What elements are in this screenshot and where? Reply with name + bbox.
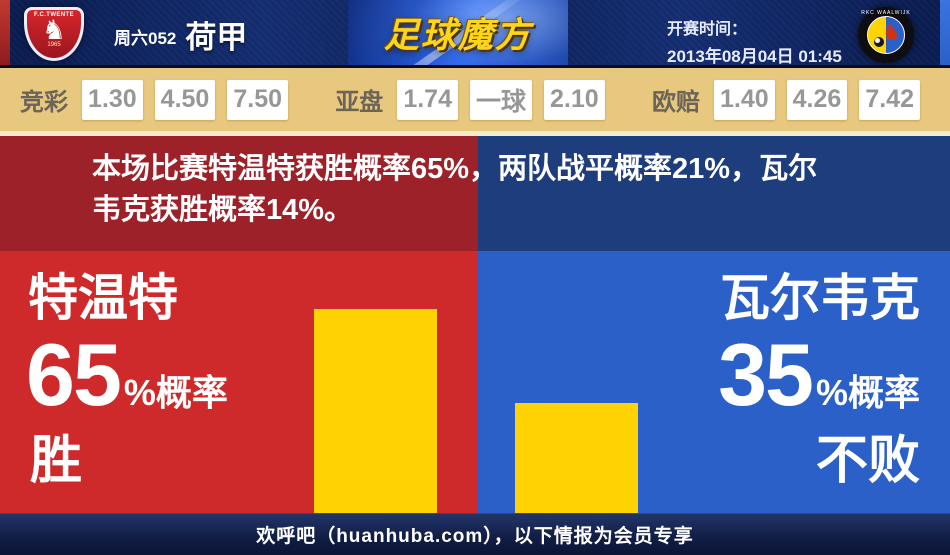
home-logo-text: F.C.TWENTE <box>34 12 74 18</box>
lion-icon: ♞ <box>882 21 901 44</box>
rkc-crest-icon: RKC WAALWIJK ♞ <box>858 7 914 63</box>
summary-blue-half <box>478 136 950 251</box>
probability-chart: 特温特 65 %概率 胜 瓦尔韦克 35 %概率 不败 <box>0 251 950 513</box>
footer-text[interactable]: 欢呼吧（huanhuba.com），以下情报为会员专享 <box>256 526 694 547</box>
home-probability-suffix: %概率 <box>123 371 228 413</box>
away-probability-suffix: %概率 <box>815 371 920 413</box>
summary-red-half <box>0 136 478 251</box>
twente-shield-icon: F.C.TWENTE ♞ 1965 <box>24 7 84 61</box>
home-color-strip <box>0 0 10 65</box>
odds-value-box: 7.50 <box>227 79 289 120</box>
match-info: 周六052 荷甲 <box>114 0 247 65</box>
kickoff-time-block: 开赛时间： 2013年08月04日 01:45 <box>667 15 842 67</box>
away-team-logo: RKC WAALWIJK ♞ <box>858 7 914 63</box>
site-logo-panel: 足球魔方 <box>348 0 568 65</box>
home-prob-bar <box>314 309 437 513</box>
divider-line <box>0 131 950 136</box>
away-outcome-label: 不败 <box>815 432 920 490</box>
site-logo[interactable]: 足球魔方 <box>383 16 532 55</box>
home-probability-value: 65 <box>26 325 122 424</box>
football-icon <box>874 37 884 47</box>
away-probability-value: 35 <box>718 325 814 424</box>
home-probability: 65 %概率 <box>26 325 228 424</box>
match-code: 周六052 <box>114 29 177 48</box>
away-color-strip <box>940 0 950 65</box>
away-logo-ring-text: RKC WAALWIJK <box>861 10 911 16</box>
odds-group-label: 竞彩 <box>20 89 68 116</box>
rkc-crest-inner: ♞ <box>867 16 905 54</box>
kickoff-datetime: 2013年08月04日 01:45 <box>667 47 842 66</box>
horse-icon: ♞ <box>41 15 67 45</box>
away-team-name: 瓦尔韦克 <box>720 270 920 326</box>
home-team-name: 特温特 <box>28 270 178 326</box>
home-outcome-label: 胜 <box>30 432 83 490</box>
summary-text: 本场比赛特温特获胜概率65%，两队战平概率21%，瓦尔 韦克获胜概率14%。 <box>0 149 950 231</box>
home-team-logo: F.C.TWENTE ♞ 1965 <box>24 7 84 61</box>
kickoff-label: 开赛时间： <box>667 21 748 38</box>
odds-value-box: 4.26 <box>786 79 848 120</box>
odds-bar: 竞彩 1.30 4.50 7.50 亚盘 1.74 一球 2.10 欧赔 1.4… <box>0 68 950 131</box>
match-header: F.C.TWENTE ♞ 1965 周六052 荷甲 足球魔方 开赛时间： 20… <box>0 0 950 68</box>
odds-group-label: 亚盘 <box>335 89 384 116</box>
odds-value-box: 4.50 <box>154 79 216 120</box>
odds-value-box: 1.40 <box>713 79 775 120</box>
summary-line-1: 本场比赛特温特获胜概率65%，两队战平概率21%，瓦尔 <box>92 153 818 185</box>
odds-value-box: 7.42 <box>859 79 920 120</box>
prediction-summary: 本场比赛特温特获胜概率65%，两队战平概率21%，瓦尔 韦克获胜概率14%。 <box>0 136 950 251</box>
odds-group-oupei: 欧赔 1.40 4.26 7.42 <box>651 79 920 120</box>
odds-value-box: 2.10 <box>544 79 605 120</box>
odds-group-yapan: 亚盘 1.74 一球 2.10 <box>335 79 605 120</box>
summary-line-2: 韦克获胜概率14%。 <box>92 194 354 226</box>
league-name: 荷甲 <box>185 20 248 55</box>
odds-value-box: 1.30 <box>82 79 143 120</box>
odds-value-box: 一球 <box>469 79 532 120</box>
odds-value-box: 1.74 <box>397 79 458 120</box>
away-probability: 35 %概率 <box>718 325 920 424</box>
odds-group-jingcai: 竞彩 1.30 4.50 7.50 <box>20 79 289 120</box>
home-logo-year: 1965 <box>47 42 61 48</box>
away-prob-bar <box>515 403 638 513</box>
footer-banner: 欢呼吧（huanhuba.com），以下情报为会员专享 <box>0 513 950 555</box>
odds-group-label: 欧赔 <box>651 89 700 116</box>
